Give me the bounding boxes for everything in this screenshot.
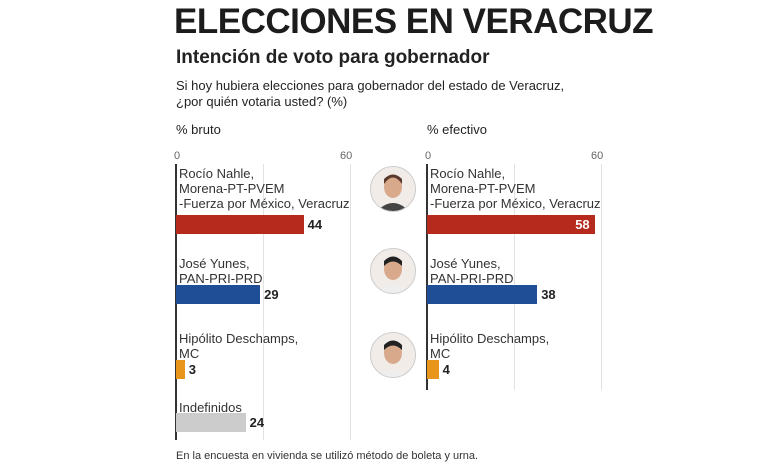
category-label-line: MC <box>179 346 200 361</box>
bar <box>427 285 538 304</box>
data-label: 29 <box>264 287 279 302</box>
category-label: Rocío Nahle, Morena-PT-PVEM -Fuerza por Mé… <box>430 166 601 211</box>
gridline <box>350 164 351 440</box>
footnote: En la encuesta en vivienda se utilizó mé… <box>176 450 479 462</box>
x-tick-label: 60 <box>591 150 604 162</box>
data-label: 4 <box>442 362 450 377</box>
category-label: José Yunes, PAN-PRI-PRD <box>430 256 514 286</box>
category-label-line: PAN-PRI-PRD <box>430 271 514 286</box>
question-line: Si hoy hubiera elecciones para gobernado… <box>176 78 565 93</box>
category-label-line: Rocío Nahle, <box>179 166 255 181</box>
data-label: 24 <box>249 415 265 430</box>
y-axis-line <box>426 164 428 390</box>
category-label-line: -Fuerza por México, Veracruz <box>430 196 601 211</box>
candidate-photo <box>370 248 416 294</box>
x-tick-label: 0 <box>174 150 181 162</box>
candidate-photo <box>370 332 416 378</box>
data-label: 38 <box>541 287 556 302</box>
category-label-line: José Yunes, <box>430 256 501 271</box>
category-label-line: José Yunes, <box>179 256 250 271</box>
category-label-line: -Fuerza por México, Veracruz <box>179 196 350 211</box>
category-label: Indefinidos <box>179 400 242 415</box>
question-line: ¿por quién votaria usted? (%) <box>176 94 348 109</box>
bar <box>427 215 596 234</box>
x-tick-label: 60 <box>340 150 353 162</box>
category-label-line: Morena-PT-PVEM <box>179 181 285 196</box>
category-label-line: Hipólito Deschamps, <box>179 331 299 346</box>
category-label: Hipólito Deschamps, MC <box>430 331 549 361</box>
data-label: 44 <box>307 217 323 232</box>
category-label-line: Morena-PT-PVEM <box>430 181 536 196</box>
category-label-line: Rocío Nahle, <box>430 166 506 181</box>
category-label: José Yunes, PAN-PRI-PRD <box>179 256 263 286</box>
panel-title: % efectivo <box>427 122 487 137</box>
data-label: 3 <box>188 362 196 377</box>
gridline <box>514 164 515 390</box>
chart-subtitle: Intención de voto para gobernador <box>176 47 490 68</box>
category-label-line: PAN-PRI-PRD <box>179 271 263 286</box>
survey-question: Si hoy hubiera elecciones para gobernado… <box>176 78 564 110</box>
gridline <box>601 164 602 390</box>
gridline <box>263 164 264 440</box>
bar <box>176 413 246 432</box>
bar <box>176 360 185 379</box>
category-label: Hipólito Deschamps, MC <box>179 331 298 361</box>
panel-title: % bruto <box>176 122 221 137</box>
category-label-line: MC <box>430 346 451 361</box>
chart-title: ELECCIONES EN VERACRUZ <box>174 2 654 41</box>
bar <box>176 215 304 234</box>
data-label: 58 <box>575 217 590 232</box>
category-label-line: Indefinidos <box>179 400 242 415</box>
x-tick-label: 0 <box>425 150 432 162</box>
category-label: Rocío Nahle, Morena-PT-PVEM -Fuerza por Mé… <box>179 166 350 211</box>
category-label-line: Hipólito Deschamps, <box>430 331 550 346</box>
candidate-photo <box>370 166 416 212</box>
bar <box>176 285 261 304</box>
bar <box>427 360 439 379</box>
